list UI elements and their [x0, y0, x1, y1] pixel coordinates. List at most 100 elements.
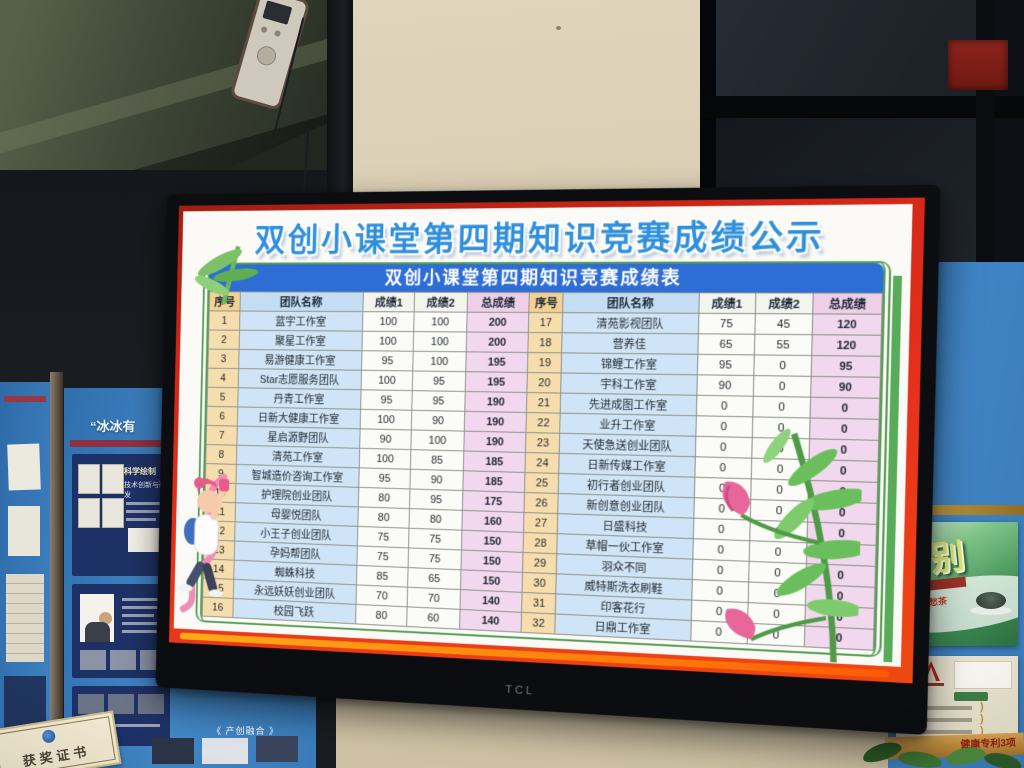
text-line	[906, 718, 972, 722]
table-cell: 185	[462, 470, 526, 493]
tv: 双创小课堂第四期知识竞赛成绩公示 双创小课堂第四期知识竞赛成绩表 序号团队名称成…	[155, 184, 941, 735]
table-cell: 95	[360, 389, 413, 411]
gold-stripe	[888, 505, 1024, 515]
photo-thumb	[256, 736, 298, 762]
certificate-thumb	[78, 498, 100, 528]
table-cell: 锦鲤工作室	[561, 352, 698, 375]
text-line	[122, 606, 162, 609]
bamboo-leaves-icon	[192, 245, 260, 305]
portrait-head	[99, 612, 112, 625]
text-line	[126, 510, 164, 513]
table-cell: 0	[752, 396, 811, 418]
table-cell: 55	[754, 334, 813, 356]
table-cell: 95	[696, 354, 755, 376]
text-line	[122, 622, 162, 625]
table-cell: 150	[461, 530, 524, 553]
table-cell: 3	[207, 349, 240, 369]
tea-saucer	[970, 606, 1012, 615]
text-line	[122, 598, 162, 601]
table-cell: 24	[525, 452, 560, 474]
table-cell: 75	[697, 313, 756, 335]
table-cell: 6	[206, 406, 238, 427]
table-cell: 60	[407, 606, 460, 630]
table-cell: 20	[527, 372, 562, 394]
table-cell: 0	[695, 395, 754, 417]
table-cell: 清苑影视团队	[562, 312, 699, 334]
table-cell: 100	[411, 429, 464, 451]
table-cell: 95	[358, 467, 411, 489]
table-cell: 28	[523, 532, 558, 554]
table-cell: 32	[521, 612, 556, 635]
device-screen	[262, 0, 293, 25]
photo-thumb	[108, 694, 134, 714]
table-cell: 易游健康工作室	[238, 349, 363, 371]
table-cell: 120	[812, 313, 882, 336]
green-button-shape	[954, 692, 988, 701]
table-cell: 190	[464, 391, 528, 413]
column-header: 序号	[529, 292, 564, 313]
poster-big-character: 别	[928, 537, 967, 579]
table-cell: 22	[526, 412, 561, 434]
logo-caption-line	[920, 683, 944, 686]
table-cell: 160	[461, 510, 525, 533]
table-cell: 80	[355, 604, 408, 627]
table-cell: 45	[754, 313, 813, 335]
table-cell: 100	[361, 370, 414, 391]
table-cell: 营养佳	[562, 332, 698, 355]
column-header: 成绩2	[414, 292, 468, 313]
portrait-photo	[80, 594, 114, 642]
column-header: 成绩1	[698, 292, 756, 314]
table-cell: 75	[356, 545, 409, 568]
certificate-thumb	[102, 498, 124, 528]
poster-grid-card	[6, 574, 44, 662]
table-cell: 75	[357, 526, 410, 548]
photo-thumb	[80, 650, 106, 670]
table-cell: 90	[696, 374, 754, 397]
table-cell: 29	[523, 552, 558, 574]
poster-red-strip	[70, 440, 170, 447]
poster-card	[7, 443, 41, 491]
table-cell: 聚星工作室	[239, 330, 363, 351]
table-cell: 丹青工作室	[237, 387, 362, 410]
text-line	[126, 502, 164, 505]
table-cell: 95	[409, 488, 463, 511]
red-sign	[948, 40, 1008, 90]
table-cell: 100	[362, 311, 415, 332]
table-cell: 190	[463, 431, 527, 453]
photo-thumb	[78, 694, 104, 714]
poster-quote-text: “冰冰有	[90, 419, 136, 434]
table-cell: 80	[358, 487, 411, 509]
photo-thumb	[138, 694, 164, 714]
table-cell: 190	[463, 411, 527, 433]
text-line	[906, 706, 972, 710]
table-cell: 蓝宇工作室	[239, 311, 363, 332]
device-button	[260, 25, 268, 34]
table-cell: 5	[207, 387, 239, 407]
table-cell: 150	[460, 549, 524, 573]
table-cell: 90	[411, 410, 465, 432]
column-header: 团队名称	[562, 292, 699, 314]
poster-heading: 科学绘制	[124, 467, 156, 476]
table-cell: 23	[525, 432, 561, 454]
table-cell: 65	[407, 567, 461, 590]
device-dial	[254, 44, 279, 68]
table-cell: 100	[413, 351, 466, 372]
table-cell: 140	[459, 609, 523, 633]
runner-mascot-icon	[174, 447, 246, 617]
certificate-thumb	[102, 464, 124, 494]
portrait-shoulders	[85, 622, 110, 642]
table-cell: 100	[413, 331, 467, 352]
table-cell: 100	[360, 409, 413, 430]
column-header: 成绩2	[755, 292, 814, 314]
tv-screen: 双创小课堂第四期知识竞赛成绩公示 双创小课堂第四期知识竞赛成绩表 序号团队名称成…	[168, 197, 925, 684]
poster-panel: 科学绘制 技术创新与研发	[72, 454, 170, 576]
poster-card	[954, 661, 1012, 689]
text-line	[906, 730, 972, 734]
table-cell: 30	[522, 572, 557, 594]
text-line	[122, 630, 158, 633]
table-cell: 85	[410, 449, 464, 471]
table-cell: 31	[522, 592, 557, 614]
table-cell: 80	[409, 508, 463, 531]
table-cell: 195	[465, 351, 529, 373]
table-cell: 0	[753, 375, 812, 398]
